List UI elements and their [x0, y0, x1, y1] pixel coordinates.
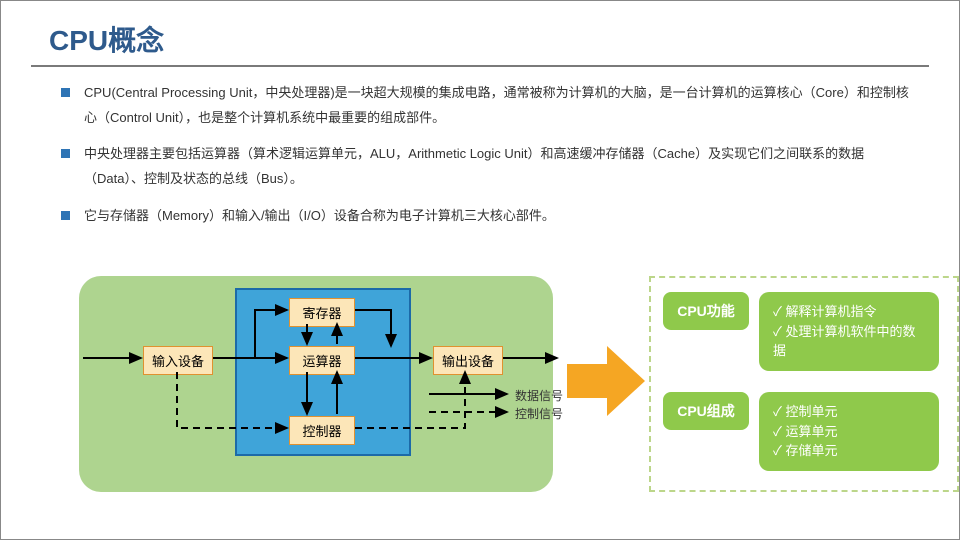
bullet-item: 中央处理器主要包括运算器（算术逻辑运算单元，ALU，Arithmetic Log…	[61, 142, 909, 191]
bullet-text: CPU(Central Processing Unit，中央处理器)是一块超大规…	[84, 81, 909, 130]
node-controller: 控制器	[289, 416, 355, 445]
bullet-item: CPU(Central Processing Unit，中央处理器)是一块超大规…	[61, 81, 909, 130]
bullet-text: 中央处理器主要包括运算器（算术逻辑运算单元，ALU，Arithmetic Log…	[84, 142, 909, 191]
summary-label: CPU功能	[663, 292, 749, 330]
legend-data: 数据信号	[515, 387, 563, 404]
bullet-text: 它与存储器（Memory）和输入/输出（I/O）设备合称为电子计算机三大核心部件…	[84, 204, 555, 229]
summary-box: 解释计算机指令 处理计算机软件中的数据	[759, 292, 939, 371]
node-output: 输出设备	[433, 346, 503, 375]
summary-item: 控制单元	[773, 402, 927, 422]
diagram-area: 输入设备 寄存器 运算器 控制器 输出设备	[35, 276, 927, 506]
summary-item: 运算单元	[773, 422, 927, 442]
summary-box: 控制单元 运算单元 存储单元	[759, 392, 939, 471]
summary-item: 处理计算机软件中的数据	[773, 322, 927, 361]
summary-row-function: CPU功能 解释计算机指令 处理计算机软件中的数据	[663, 292, 939, 371]
summary-item: 解释计算机指令	[773, 302, 927, 322]
big-arrow-icon	[567, 346, 645, 416]
summary-item: 存储单元	[773, 441, 927, 461]
node-alu: 运算器	[289, 346, 355, 375]
bullet-marker-icon	[61, 88, 70, 97]
bullet-list: CPU(Central Processing Unit，中央处理器)是一块超大规…	[1, 67, 959, 228]
bullet-marker-icon	[61, 211, 70, 220]
node-input: 输入设备	[143, 346, 213, 375]
summary-label: CPU组成	[663, 392, 749, 430]
bullet-marker-icon	[61, 149, 70, 158]
bullet-item: 它与存储器（Memory）和输入/输出（I/O）设备合称为电子计算机三大核心部件…	[61, 204, 909, 229]
legend-control: 控制信号	[515, 405, 563, 422]
cpu-summary-panel: CPU功能 解释计算机指令 处理计算机软件中的数据 CPU组成 控制单元 运算单…	[649, 276, 959, 492]
page-title: CPU概念	[1, 1, 959, 63]
node-register: 寄存器	[289, 298, 355, 327]
cpu-diagram-panel: 输入设备 寄存器 运算器 控制器 输出设备	[79, 276, 553, 492]
summary-row-compose: CPU组成 控制单元 运算单元 存储单元	[663, 392, 939, 471]
